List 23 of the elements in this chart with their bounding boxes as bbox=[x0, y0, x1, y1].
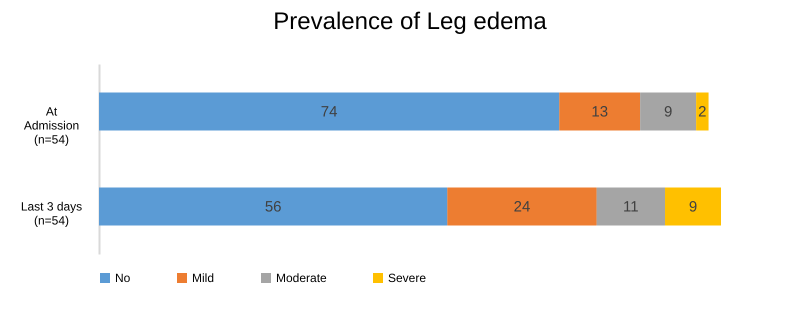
legend-label: Mild bbox=[192, 271, 214, 285]
legend-label: Moderate bbox=[276, 271, 328, 285]
chart-title: Prevalence of Leg edema bbox=[273, 8, 548, 35]
data-label: 56 bbox=[264, 198, 282, 216]
data-label: 9 bbox=[664, 104, 672, 120]
bar bbox=[640, 92, 696, 130]
bar bbox=[99, 92, 560, 130]
bar bbox=[99, 188, 448, 226]
bar bbox=[447, 188, 597, 226]
bar bbox=[696, 92, 709, 130]
data-label: 11 bbox=[623, 198, 639, 216]
data-label: 9 bbox=[688, 198, 698, 216]
data-label: 24 bbox=[514, 198, 530, 216]
y-tick-label: At Admission (n=54) bbox=[24, 104, 80, 146]
bar bbox=[559, 92, 640, 130]
y-tick-label: Last 3 days (n=54) bbox=[20, 200, 82, 228]
data-label: 2 bbox=[698, 104, 707, 120]
legend-label: Severe bbox=[388, 271, 426, 285]
data-label: 13 bbox=[591, 104, 608, 120]
bar bbox=[665, 188, 721, 226]
bar bbox=[596, 188, 666, 226]
legend-label: No bbox=[115, 271, 131, 285]
data-label: 74 bbox=[320, 104, 338, 120]
